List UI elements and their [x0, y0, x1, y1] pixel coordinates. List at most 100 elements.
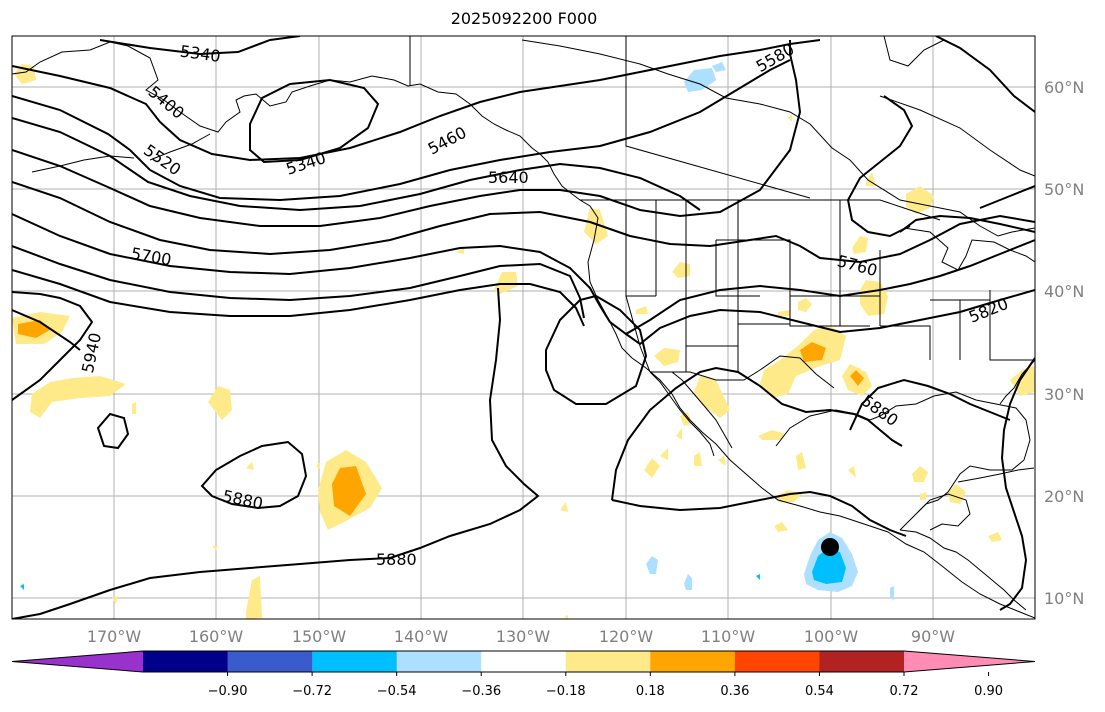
shade-blob [852, 236, 868, 254]
colorbar-tick-label: 0.54 [805, 684, 834, 699]
shade-blob [694, 376, 730, 418]
lon-tick-label: 100°W [804, 627, 859, 646]
lat-tick-label: 20°N [1044, 487, 1084, 506]
contour-5340-a [99, 36, 301, 56]
shade-blob [758, 430, 786, 440]
contour-5760 [12, 239, 1035, 336]
contour-5880-eastcoast [999, 357, 1035, 611]
canada-border [409, 36, 811, 199]
shade-blob [848, 466, 856, 478]
height-contours [12, 36, 1035, 619]
contour-5820 [12, 269, 1035, 346]
lon-tick-label: 160°W [189, 627, 244, 646]
colorbar-tick-label: −0.18 [546, 684, 586, 699]
colorbar-extend-low [12, 651, 143, 672]
shade-blob [660, 448, 668, 460]
lat-tick-label: 50°N [1044, 180, 1084, 199]
colorbar-segment [819, 651, 905, 672]
map-title: 2025092200 F000 [450, 9, 598, 28]
lat-tick-label: 60°N [1044, 78, 1084, 97]
lat-tick-label: 40°N [1044, 282, 1084, 301]
shade-blob [866, 172, 876, 186]
shade-blob [774, 522, 788, 532]
shade-blob [778, 310, 790, 316]
colorbar-tick-label: −0.54 [377, 684, 417, 699]
shaded-field [12, 62, 1035, 619]
colorbar-tick-label: 0.36 [720, 684, 749, 699]
shade-blob [680, 412, 692, 426]
colorbar-outline [11, 650, 1036, 673]
colorbar-tick-label: −0.90 [208, 684, 248, 699]
shade-blob [948, 484, 966, 504]
shade-blob [860, 280, 888, 316]
contour-5400 [12, 39, 821, 162]
lon-tick-label: 130°W [496, 627, 551, 646]
shade-blob [208, 386, 232, 420]
contour-5880-gulf [849, 378, 1011, 431]
contour-label: 5880 [858, 391, 902, 430]
contour-label: 5520 [140, 140, 184, 179]
contour-label: 5340 [179, 41, 222, 65]
us-mexico-border [650, 355, 835, 389]
lon-tick-label: 150°W [292, 627, 347, 646]
contour-small-loop [96, 412, 130, 450]
shade-blob-negative [684, 68, 716, 92]
contour-northeast [846, 95, 914, 238]
shade-blob [654, 348, 680, 366]
shade-blob-negative [890, 586, 894, 600]
contour-label: 5640 [488, 168, 529, 187]
shade-blob [788, 114, 792, 122]
colorbar: −0.90 −0.72 −0.54 −0.36 −0.18 0.18 0.36 0.54 0.7… [11, 650, 1036, 699]
contour-5940 [12, 309, 81, 351]
colorbar-segment [143, 651, 229, 672]
contour-label: 5580 [753, 39, 798, 76]
yucatan [917, 493, 971, 531]
colorbar-segment [227, 651, 313, 672]
contour-5880-east [545, 294, 903, 501]
colorbar-segment [650, 651, 736, 672]
shade-blob [246, 576, 262, 619]
shade-blob [644, 458, 660, 478]
contour-5640 [12, 181, 1035, 264]
aleutians [31, 133, 211, 173]
shade-blob [112, 596, 118, 604]
lon-tick-label: 170°W [87, 627, 142, 646]
shade-blob [246, 462, 254, 470]
contour-5880-loop [200, 440, 308, 510]
contour-label: 5760 [835, 251, 879, 280]
contour-5820-east [899, 214, 1035, 233]
colorbar-tick-label: −0.36 [461, 684, 501, 699]
contour-5880-main [12, 287, 540, 619]
contour-5700 [12, 213, 601, 307]
shade-blob [912, 466, 928, 482]
contour-5520 [12, 59, 791, 202]
shade-blob-negative [684, 574, 692, 590]
shade-blob [906, 186, 934, 214]
shade-blob [676, 428, 682, 440]
lon-tick-label: 110°W [701, 627, 756, 646]
colorbar-segment [734, 651, 820, 672]
north-canada [521, 36, 1035, 237]
shade-blob [316, 462, 320, 470]
shade-blob [672, 262, 690, 278]
map-frame [11, 35, 1036, 620]
shade-blob [798, 298, 812, 312]
shade-blob [132, 402, 136, 414]
shade-blob-negative [712, 62, 726, 72]
cuba [957, 467, 1035, 483]
colorbar-tick-label: 0.18 [636, 684, 665, 699]
longitude-labels: 170°W 160°W 150°W 140°W 130°W 120°W 110°… [87, 627, 955, 646]
shade-blob [456, 248, 464, 254]
contour-label: 5340 [284, 148, 329, 179]
lat-tick-label: 10°N [1044, 589, 1084, 608]
shade-blob-negative [812, 548, 846, 584]
contour-5880-south [611, 490, 907, 537]
us-canada-border [580, 199, 941, 221]
lat-tick-label: 30°N [1044, 385, 1084, 404]
colorbar-segment [565, 651, 651, 672]
shade-blob [796, 452, 806, 470]
shade-blob [850, 370, 864, 386]
shade-blob-negative [756, 574, 760, 580]
shade-blob [920, 492, 926, 500]
